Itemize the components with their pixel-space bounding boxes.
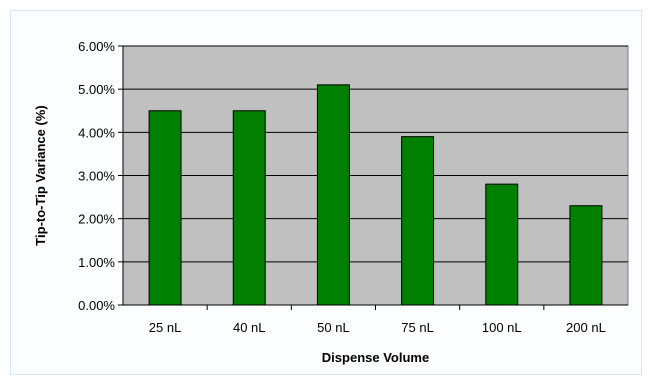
- bar: [401, 136, 435, 306]
- bars: [148, 84, 603, 306]
- axes: [118, 45, 628, 310]
- y-tick-label: 0.00%: [78, 298, 115, 313]
- y-tick-label: 4.00%: [78, 125, 115, 140]
- y-tick-labels: 0.00% 1.00% 2.00% 3.00% 4.00% 5.00% 6.00%: [78, 39, 115, 313]
- x-axis-title: Dispense Volume: [322, 350, 429, 365]
- x-tick-label: 40 nL: [233, 320, 266, 335]
- x-tick-label: 50 nL: [317, 320, 350, 335]
- x-tick-labels: 25 nL 40 nL 50 nL 75 nL 100 nL 200 nL: [149, 320, 606, 335]
- y-axis-title: Tip-to-Tip Variance (%): [33, 105, 48, 245]
- y-tick-label: 5.00%: [78, 82, 115, 97]
- gridlines: [123, 45, 628, 263]
- y-tick-label: 3.00%: [78, 169, 115, 184]
- y-tick-label: 2.00%: [78, 212, 115, 227]
- bar: [485, 183, 519, 306]
- x-tick-label: 75 nL: [401, 320, 434, 335]
- y-tick-label: 1.00%: [78, 255, 115, 270]
- x-tick-label: 100 nL: [482, 320, 522, 335]
- bar: [148, 110, 182, 306]
- bar: [569, 205, 603, 306]
- bar: [316, 84, 350, 306]
- x-tick-label: 25 nL: [149, 320, 182, 335]
- x-tick-label: 200 nL: [566, 320, 606, 335]
- y-tick-label: 6.00%: [78, 39, 115, 54]
- bar: [232, 110, 266, 306]
